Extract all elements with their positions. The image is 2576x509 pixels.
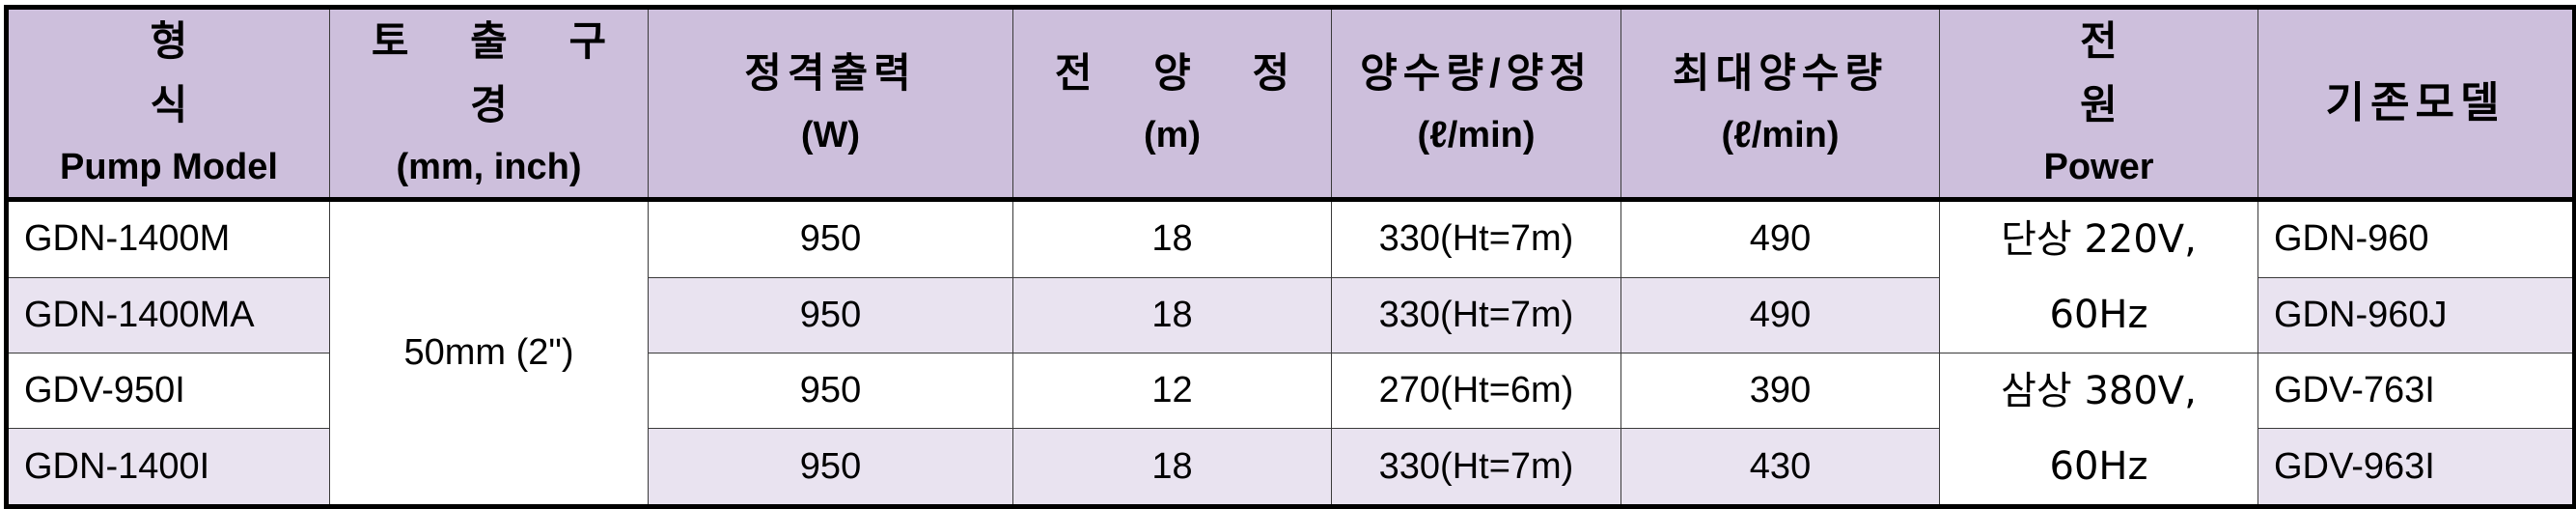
cell-old-model: GDN-960 [2257, 199, 2575, 278]
header-en: (mm, inch) [396, 147, 582, 187]
power-line1: 단상 220V, [2001, 217, 2197, 262]
header-flow-head: 양수량/양정 (ℓ/min) [1331, 7, 1621, 202]
cell-max-flow: 430 [1620, 428, 1940, 507]
header-rated-output: 정격출력 (W) [648, 7, 1013, 202]
header-ko: 최대양수량 [1672, 50, 1889, 96]
header-ko: 토 출 구 경 [371, 18, 632, 127]
cell-head: 18 [1012, 428, 1332, 507]
power-line2: 60Hz [2049, 444, 2148, 489]
header-en: (ℓ/min) [1721, 115, 1840, 156]
header-outlet-size: 토 출 구 경 (mm, inch) [329, 7, 649, 202]
cell-old-model: GDV-763I [2257, 352, 2575, 430]
header-row: 형 식 Pump Model 토 출 구 경 (mm, inch) 정격출력 (… [6, 7, 2575, 202]
header-total-head: 전 양 정 (m) [1012, 7, 1332, 202]
cell-max-flow: 490 [1620, 276, 1940, 354]
table-row: GDN-1400M 50mm (2") 950 18 330(Ht=7m) 49… [6, 199, 2575, 507]
cell-model: GDN-1400MA [6, 276, 330, 354]
header-en: Pump Model [60, 147, 278, 187]
cell-model: GDN-1400M [6, 199, 330, 278]
header-ko: 형 식 [150, 18, 275, 127]
cell-old-model: GDV-963I [2257, 428, 2575, 507]
header-power: 전 원 Power [1939, 7, 2258, 202]
cell-flow: 330(Ht=7m) [1331, 199, 1621, 278]
header-max-flow: 최대양수량 (ℓ/min) [1620, 7, 1940, 202]
cell-head: 12 [1012, 352, 1332, 430]
cell-head: 18 [1012, 199, 1332, 278]
cell-max-flow: 490 [1620, 199, 1940, 278]
header-old-model: 기존모델 [2257, 7, 2575, 202]
cell-output: 950 [648, 199, 1013, 278]
header-en: (W) [800, 115, 861, 156]
cell-max-flow: 390 [1620, 352, 1940, 430]
header-ko: 기존모델 [2325, 79, 2506, 127]
pump-spec-table: 형 식 Pump Model 토 출 구 경 (mm, inch) 정격출력 (… [4, 5, 2576, 509]
cell-old-model: GDN-960J [2257, 276, 2575, 354]
spec-table-wrapper: 형 식 Pump Model 토 출 구 경 (mm, inch) 정격출력 (… [4, 5, 2576, 509]
header-en: Power [2043, 147, 2154, 187]
header-ko: 전 원 [2080, 18, 2204, 127]
cell-flow: 270(Ht=6m) [1331, 352, 1621, 430]
cell-power-three-phase: 삼상 380V, 60Hz [1939, 353, 2258, 507]
cell-power-single-phase: 단상 220V, 60Hz [1939, 199, 2258, 353]
cell-head: 18 [1012, 276, 1332, 354]
cell-outlet-size: 50mm (2") [329, 199, 649, 507]
cell-flow: 330(Ht=7m) [1331, 428, 1621, 507]
header-pump-model: 형 식 Pump Model [6, 7, 330, 202]
header-ko: 양수량/양정 [1360, 50, 1593, 96]
header-ko: 정격출력 [744, 50, 917, 96]
cell-output: 950 [648, 352, 1013, 430]
header-en: (ℓ/min) [1417, 115, 1536, 156]
cell-model: GDV-950I [6, 352, 330, 430]
header-en: (m) [1143, 115, 1202, 156]
cell-output: 950 [648, 428, 1013, 507]
cell-model: GDN-1400I [6, 428, 330, 507]
table-row: GDN-1400MA 950 18 330(Ht=7m) 490 GDN-960… [6, 276, 2575, 354]
cell-output: 950 [648, 276, 1013, 354]
power-line1: 삼상 380V, [2001, 369, 2197, 413]
header-ko: 전 양 정 [1054, 50, 1316, 96]
cell-flow: 330(Ht=7m) [1331, 276, 1621, 354]
power-line2: 60Hz [2049, 293, 2148, 337]
